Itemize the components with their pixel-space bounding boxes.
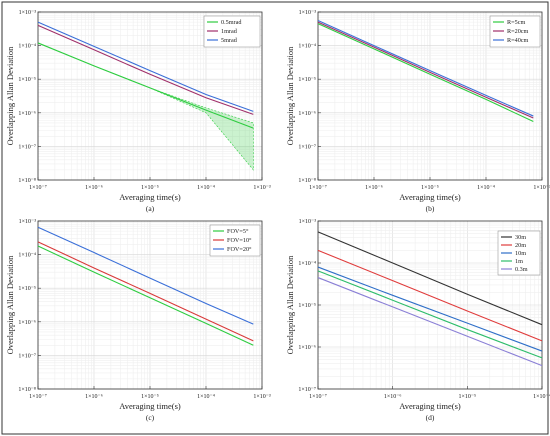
legend-label: 1mrad — [221, 28, 238, 35]
panel-c: 1×10⁻⁷ 1×10⁻⁶ 1×10⁻⁵ 1×10⁻⁴ 1×10⁻³1×10⁻⁸1×10… — [5, 219, 271, 422]
x-tick-label: 1×10⁻⁷ — [309, 185, 327, 191]
grid — [37, 221, 262, 390]
x-tick-label: 1×10⁻⁵ — [459, 394, 477, 400]
x-tick-label: 1×10⁻⁶ — [85, 185, 103, 191]
y-axis-label: Overlapping Allan Deviation — [285, 46, 295, 145]
legend-label: R=5cm — [507, 19, 525, 26]
x-tick-label: 1×10⁻⁷ — [309, 394, 327, 400]
x-tick-label: 1×10⁻⁶ — [85, 394, 103, 400]
y-tick-label: 1×10⁻⁵ — [298, 303, 316, 309]
x-tick-label: 1×10⁻⁵ — [421, 185, 439, 191]
y-tick-label: 1×10⁻⁴ — [298, 261, 316, 267]
series-line — [37, 241, 254, 342]
x-tick-label: 1×10⁻⁴ — [197, 394, 215, 400]
panel-b: 1×10⁻⁷ 1×10⁻⁶ 1×10⁻⁵ 1×10⁻⁴ 1×10⁻³1×10⁻⁸1×10… — [285, 10, 550, 213]
x-tick-label: 1×10⁻³ — [253, 394, 271, 400]
legend-label: 0.3m — [515, 266, 528, 273]
x-axis-label: Averaging time(s) — [399, 401, 461, 411]
legend-box — [497, 230, 541, 276]
y-tick-label: 1×10⁻⁷ — [298, 387, 316, 393]
series-group — [37, 21, 254, 171]
y-tick-label: 1×10⁻³ — [19, 219, 37, 225]
y-tick-label: 1×10⁻⁶ — [18, 320, 36, 326]
x-tick-label: 1×10⁻⁷ — [29, 394, 47, 400]
y-tick-label: 1×10⁻³ — [299, 10, 317, 16]
y-tick-label: 1×10⁻³ — [299, 219, 317, 225]
series-line — [317, 19, 534, 117]
x-tick-label: 1×10⁻⁶ — [365, 185, 383, 191]
panels: 1×10⁻⁷ 1×10⁻⁶ 1×10⁻⁵ 1×10⁻⁴ 1×10⁻³1×10⁻⁸1×10… — [5, 10, 550, 422]
y-tick-label: 1×10⁻⁴ — [18, 44, 36, 50]
panel-d: 1×10⁻⁷ 1×10⁻⁶ 1×10⁻⁵ 1×10⁻⁴ 1×10⁻⁷ 1×10⁻⁶ 1×10… — [285, 219, 550, 422]
legend-label: 10m — [515, 250, 526, 257]
series-line — [317, 270, 543, 359]
x-axis-label: Averaging time(s) — [119, 401, 181, 411]
y-tick-label: 1×10⁻⁵ — [18, 77, 36, 83]
x-tick-label: 1×10⁻⁴ — [477, 185, 495, 191]
panel-label: (a) — [146, 204, 155, 213]
y-tick-label: 1×10⁻⁷ — [18, 353, 36, 359]
panel-label: (b) — [426, 204, 435, 213]
x-tick-label: 1×10⁻³ — [253, 185, 271, 191]
series-group — [37, 226, 254, 346]
series-line — [317, 21, 534, 119]
legend-label: 0.5mrad — [221, 19, 242, 26]
y-tick-label: 1×10⁻⁸ — [18, 387, 36, 393]
y-tick-label: 1×10⁻⁴ — [18, 253, 36, 259]
panel-label: (c) — [146, 413, 155, 422]
y-tick-label: 1×10⁻⁶ — [298, 111, 316, 117]
grid — [37, 12, 262, 181]
series-line — [37, 42, 254, 129]
series-line — [317, 249, 543, 342]
series-group — [317, 19, 534, 123]
legend-label: 20m — [515, 242, 526, 249]
y-axis-label: Overlapping Allan Deviation — [5, 255, 15, 354]
y-tick-label: 1×10⁻⁸ — [18, 178, 36, 184]
legend: R=5cm R=20cm R=40cm — [489, 15, 541, 48]
series-line — [37, 24, 254, 115]
legend-label: 30m — [515, 234, 526, 241]
x-axis-label: Averaging time(s) — [399, 192, 461, 202]
legend-label: FOV=10° — [227, 237, 252, 244]
panel-label: (d) — [426, 413, 435, 422]
series-line — [37, 245, 254, 346]
series-group — [317, 231, 543, 367]
y-tick-label: 1×10⁻⁶ — [18, 111, 36, 117]
legend-label: R=20cm — [507, 28, 529, 35]
x-axis-label: Averaging time(s) — [119, 192, 181, 202]
y-tick-label: 1×10⁻³ — [19, 10, 37, 16]
legend-label: 5mrad — [221, 37, 238, 44]
y-tick-label: 1×10⁻⁷ — [298, 144, 316, 150]
x-tick-label: 1×10⁻⁵ — [141, 394, 159, 400]
x-tick-label: 1×10⁻⁴ — [197, 185, 215, 191]
series-line — [317, 277, 543, 367]
series-line — [317, 231, 543, 326]
x-tick-label: 1×10⁻⁷ — [29, 185, 47, 191]
x-tick-label: 1×10⁻⁶ — [384, 394, 402, 400]
panel-a: 1×10⁻⁷ 1×10⁻⁶ 1×10⁻⁵ 1×10⁻⁴ 1×10⁻³1×10⁻⁸1×10… — [5, 10, 271, 213]
x-tick-label: 1×10⁻⁴ — [533, 394, 550, 400]
y-tick-label: 1×10⁻⁴ — [298, 44, 316, 50]
y-tick-label: 1×10⁻⁷ — [18, 144, 36, 150]
legend: FOV=5° FOV=10° FOV=20° — [209, 224, 261, 257]
legend: 0.5mrad 1mrad 5mrad — [203, 15, 261, 48]
legend-label: FOV=20° — [227, 246, 252, 253]
y-tick-label: 1×10⁻⁵ — [298, 77, 316, 83]
y-axis-label: Overlapping Allan Deviation — [5, 46, 15, 145]
legend-label: FOV=5° — [227, 228, 249, 235]
series-line — [37, 21, 254, 112]
y-tick-label: 1×10⁻⁵ — [18, 286, 36, 292]
series-line — [37, 226, 254, 325]
series-line — [317, 23, 534, 123]
y-tick-label: 1×10⁻⁸ — [298, 178, 316, 184]
x-tick-label: 1×10⁻⁵ — [141, 185, 159, 191]
legend-label: 1m — [515, 258, 523, 265]
legend-label: R=40cm — [507, 37, 529, 44]
y-tick-label: 1×10⁻⁶ — [298, 345, 316, 351]
series-line — [317, 266, 543, 352]
y-axis-label: Overlapping Allan Deviation — [285, 255, 295, 354]
x-tick-label: 1×10⁻³ — [533, 185, 550, 191]
